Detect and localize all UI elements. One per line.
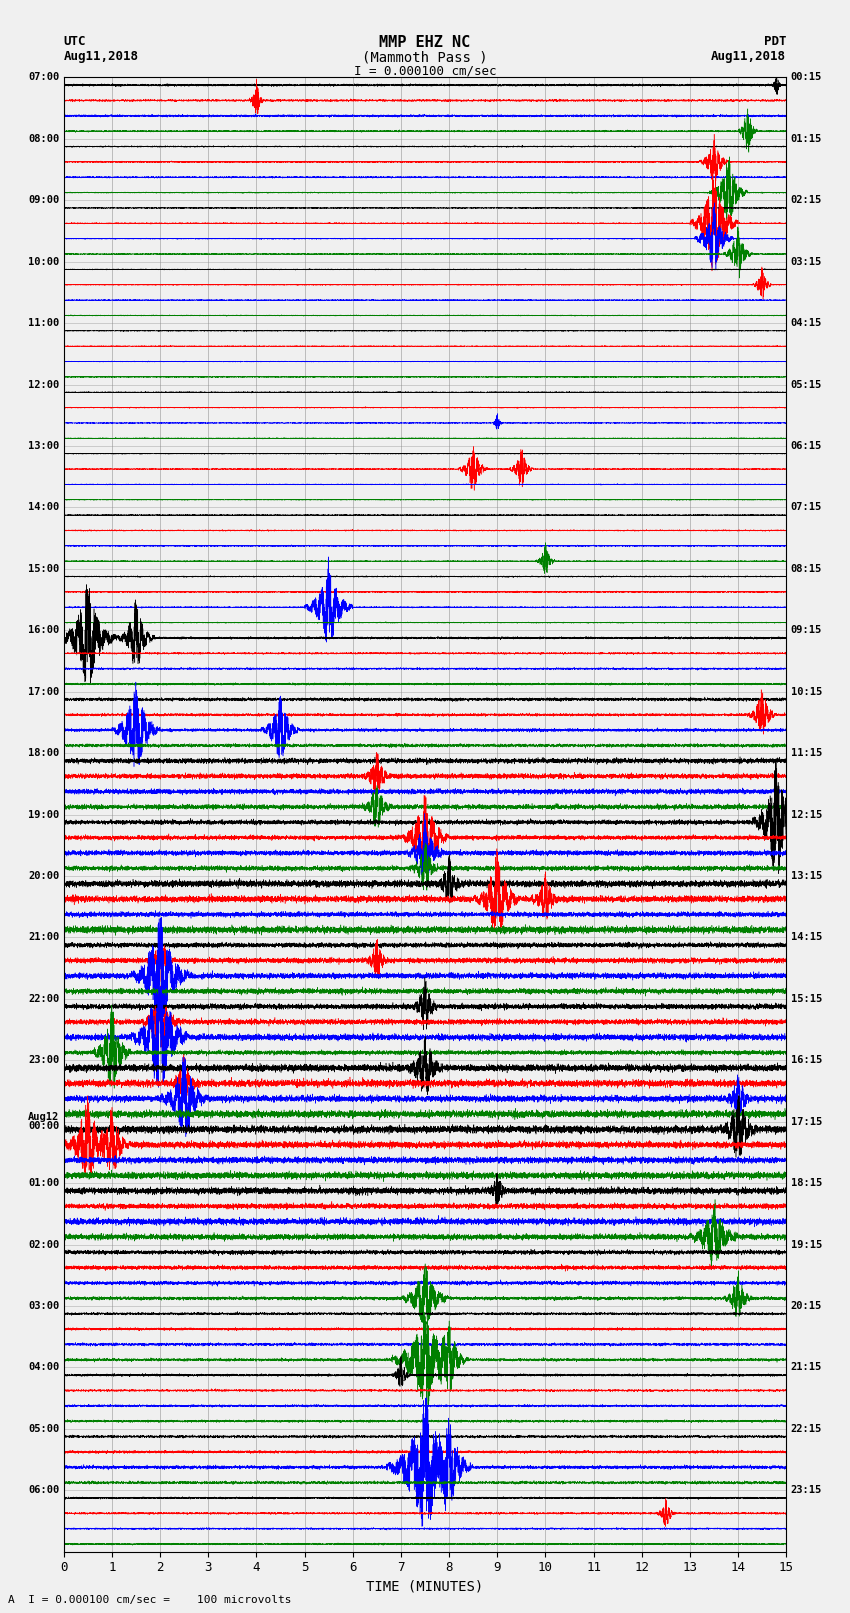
- Text: 02:00: 02:00: [28, 1239, 60, 1250]
- Text: (Mammoth Pass ): (Mammoth Pass ): [362, 50, 488, 65]
- Text: 10:15: 10:15: [790, 687, 822, 697]
- Text: 12:00: 12:00: [28, 379, 60, 390]
- Text: 06:00: 06:00: [28, 1486, 60, 1495]
- Text: 20:00: 20:00: [28, 871, 60, 881]
- Text: 04:00: 04:00: [28, 1363, 60, 1373]
- Text: 20:15: 20:15: [790, 1302, 822, 1311]
- Text: 11:00: 11:00: [28, 318, 60, 327]
- Text: 16:15: 16:15: [790, 1055, 822, 1065]
- Text: 01:15: 01:15: [790, 134, 822, 144]
- Text: 21:00: 21:00: [28, 932, 60, 942]
- Text: 08:15: 08:15: [790, 565, 822, 574]
- Text: 15:15: 15:15: [790, 994, 822, 1003]
- Text: PDT: PDT: [764, 35, 786, 48]
- Text: 13:00: 13:00: [28, 440, 60, 452]
- Text: 14:00: 14:00: [28, 502, 60, 513]
- Text: 19:15: 19:15: [790, 1239, 822, 1250]
- Text: MMP EHZ NC: MMP EHZ NC: [379, 35, 471, 50]
- Text: 23:15: 23:15: [790, 1486, 822, 1495]
- Text: 16:00: 16:00: [28, 626, 60, 636]
- Text: 06:15: 06:15: [790, 440, 822, 452]
- Text: 02:15: 02:15: [790, 195, 822, 205]
- Text: 05:15: 05:15: [790, 379, 822, 390]
- Text: Aug11,2018: Aug11,2018: [711, 50, 786, 63]
- Text: Aug12
00:00: Aug12 00:00: [28, 1111, 60, 1131]
- Text: 01:00: 01:00: [28, 1177, 60, 1189]
- Text: 21:15: 21:15: [790, 1363, 822, 1373]
- Text: 07:15: 07:15: [790, 502, 822, 513]
- Text: 11:15: 11:15: [790, 748, 822, 758]
- X-axis label: TIME (MINUTES): TIME (MINUTES): [366, 1581, 484, 1594]
- Text: 10:00: 10:00: [28, 256, 60, 266]
- Text: 17:15: 17:15: [790, 1116, 822, 1127]
- Text: I = 0.000100 cm/sec: I = 0.000100 cm/sec: [354, 65, 496, 77]
- Text: 15:00: 15:00: [28, 565, 60, 574]
- Text: Aug11,2018: Aug11,2018: [64, 50, 139, 63]
- Text: 19:00: 19:00: [28, 810, 60, 819]
- Text: 07:00: 07:00: [28, 73, 60, 82]
- Text: 18:00: 18:00: [28, 748, 60, 758]
- Text: 23:00: 23:00: [28, 1055, 60, 1065]
- Text: UTC: UTC: [64, 35, 86, 48]
- Text: 03:15: 03:15: [790, 256, 822, 266]
- Text: 09:15: 09:15: [790, 626, 822, 636]
- Text: 17:00: 17:00: [28, 687, 60, 697]
- Text: 03:00: 03:00: [28, 1302, 60, 1311]
- Text: 00:15: 00:15: [790, 73, 822, 82]
- Text: 12:15: 12:15: [790, 810, 822, 819]
- Text: 04:15: 04:15: [790, 318, 822, 327]
- Text: 09:00: 09:00: [28, 195, 60, 205]
- Text: 08:00: 08:00: [28, 134, 60, 144]
- Text: 22:15: 22:15: [790, 1424, 822, 1434]
- Text: 05:00: 05:00: [28, 1424, 60, 1434]
- Text: 13:15: 13:15: [790, 871, 822, 881]
- Text: 14:15: 14:15: [790, 932, 822, 942]
- Text: A  I = 0.000100 cm/sec =    100 microvolts: A I = 0.000100 cm/sec = 100 microvolts: [8, 1595, 292, 1605]
- Text: 22:00: 22:00: [28, 994, 60, 1003]
- Text: 18:15: 18:15: [790, 1177, 822, 1189]
